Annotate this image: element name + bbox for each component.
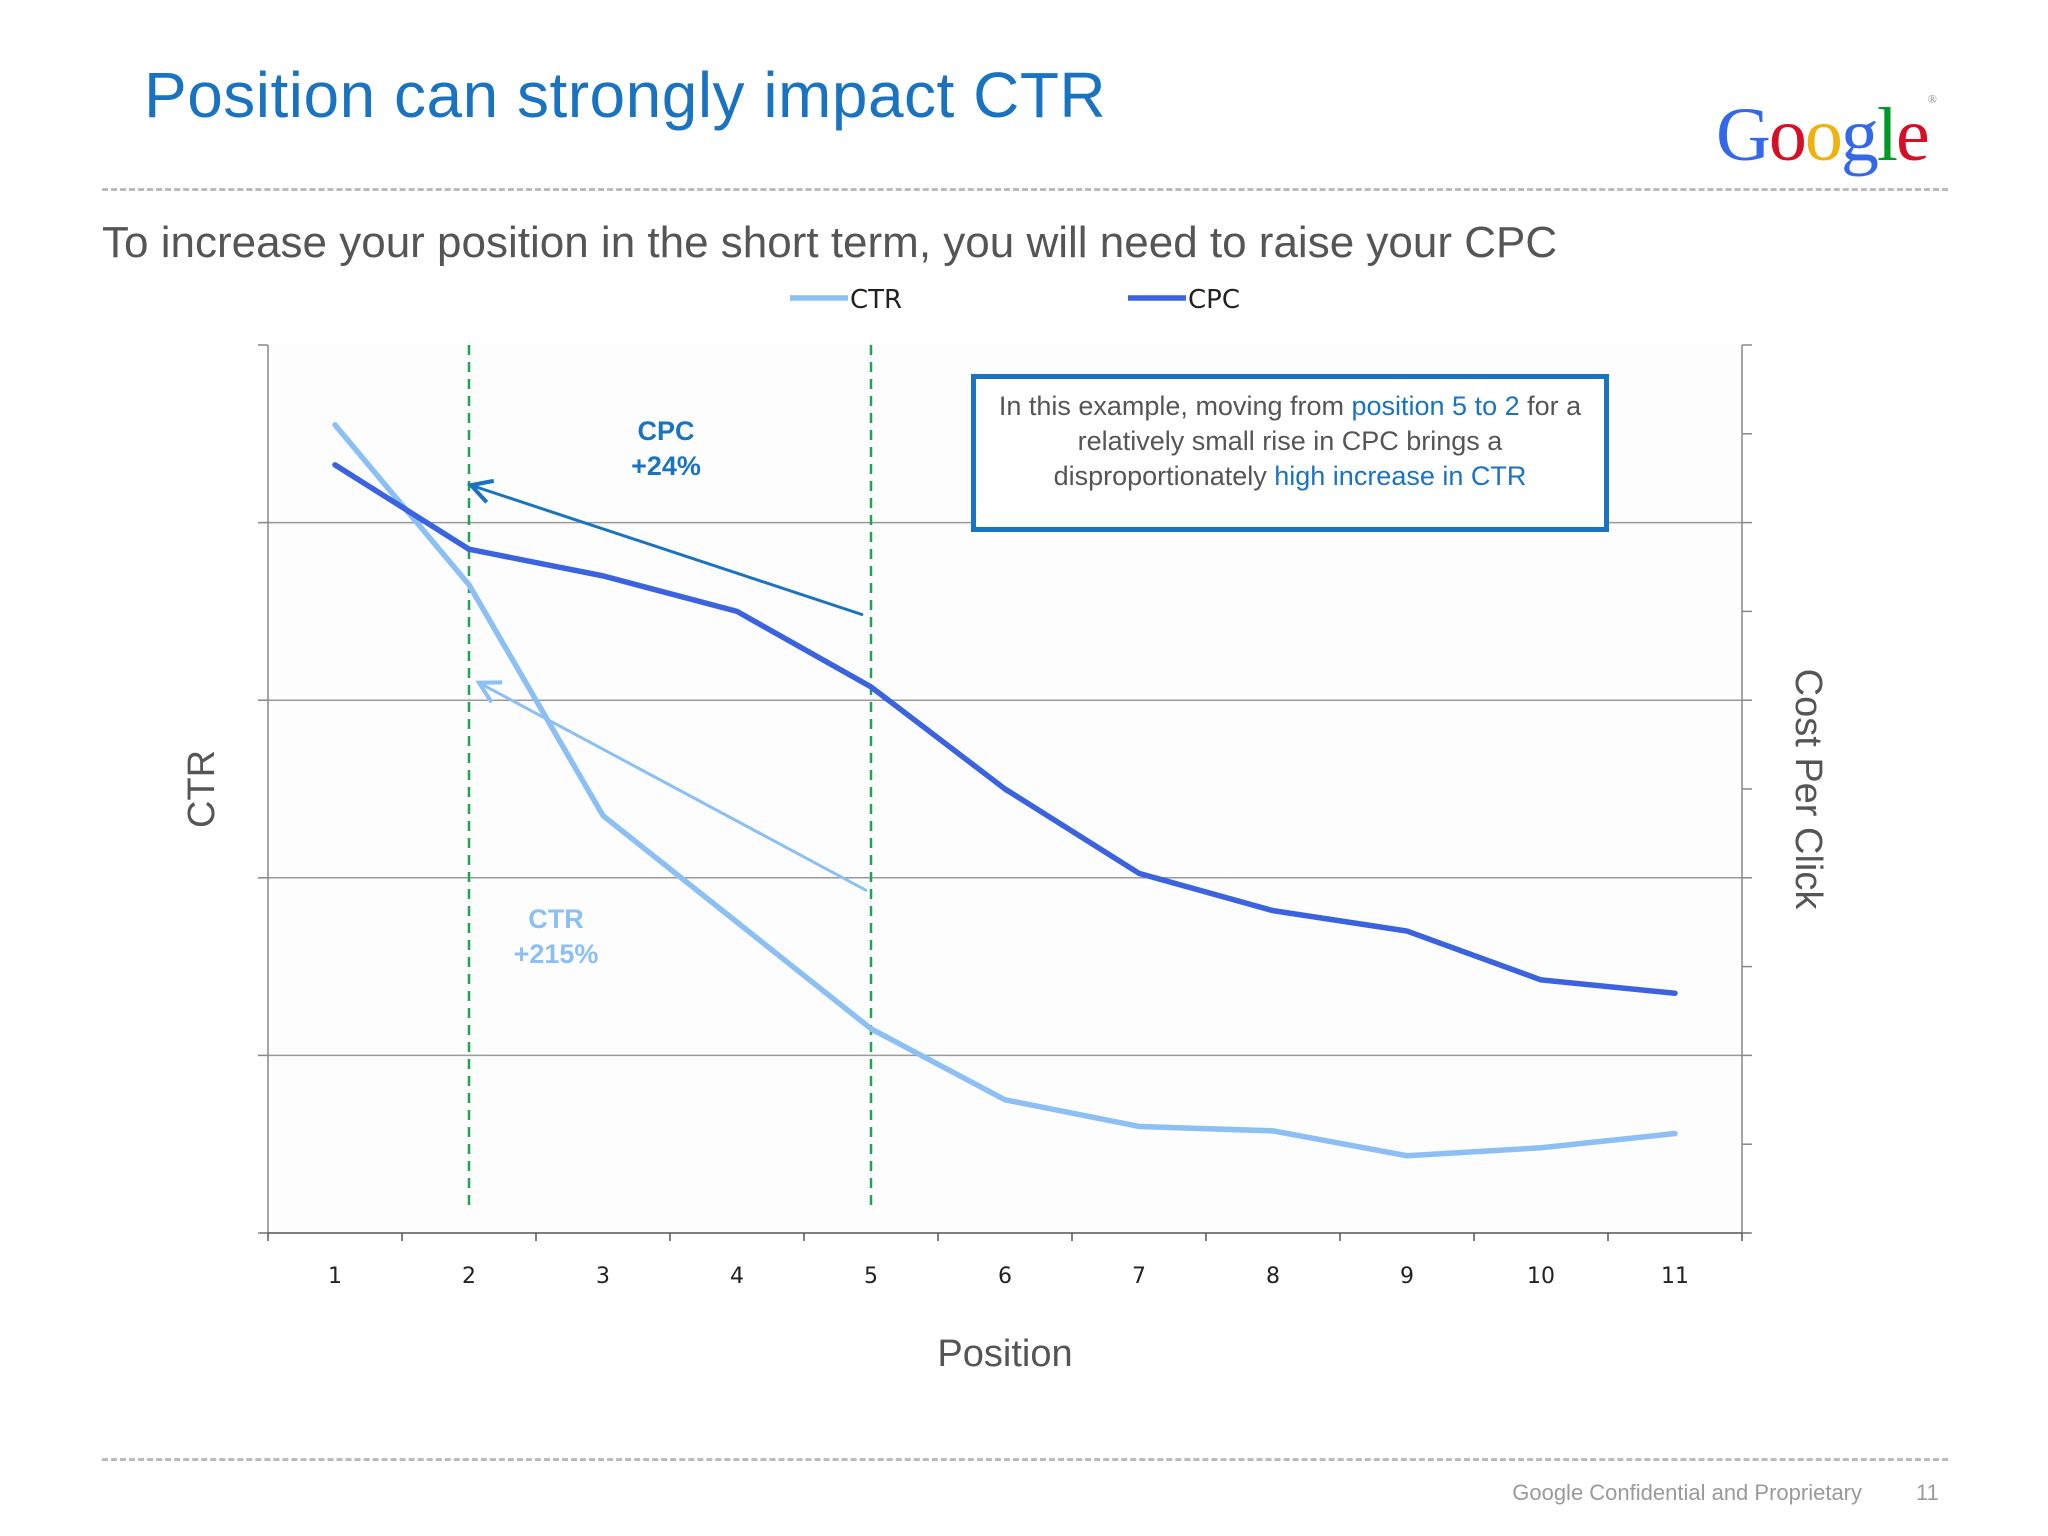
series-line-cpc bbox=[332, 462, 1678, 996]
cpc-change-arrow bbox=[467, 478, 864, 617]
annotation-ctr-value: +215% bbox=[514, 939, 599, 969]
slide-title: Position can strongly impact CTR bbox=[144, 59, 1107, 131]
logo-letter-1: o bbox=[1768, 93, 1807, 177]
callout-text-2: for a relatively small rise in CPC bring… bbox=[1053, 391, 1582, 491]
logo-letter-4: l bbox=[1876, 93, 1898, 177]
logo-letter-0: G bbox=[1716, 93, 1771, 177]
logo-letter-2: o bbox=[1804, 93, 1843, 177]
y-axis-title-right: Cost Per Click bbox=[1787, 669, 1829, 911]
legend-label-cpc: CPC bbox=[1188, 285, 1240, 315]
google-logo: Google® bbox=[1716, 92, 1937, 179]
annotation-cpc-value: +24% bbox=[631, 451, 701, 481]
x-tick-label: 11 bbox=[1661, 1264, 1689, 1289]
x-tick-label: 7 bbox=[1132, 1264, 1146, 1289]
annotation-cpc-title: CPC bbox=[637, 416, 694, 446]
x-tick-label: 1 bbox=[328, 1264, 342, 1289]
trademark-mark: ® bbox=[1927, 92, 1937, 106]
x-tick-label: 2 bbox=[462, 1264, 476, 1289]
x-tick-label: 3 bbox=[596, 1264, 610, 1289]
legend-label-ctr: CTR bbox=[850, 285, 902, 315]
x-axis-title: Position bbox=[937, 1333, 1072, 1375]
callout-highlight-ctr: high increase in CTR bbox=[1274, 461, 1527, 491]
page-number: 11 bbox=[1916, 1480, 1939, 1505]
x-tick-label: 5 bbox=[864, 1264, 878, 1289]
logo-letter-5: e bbox=[1896, 93, 1930, 177]
footer-confidential: Google Confidential and Proprietary bbox=[1512, 1480, 1862, 1505]
callout-box: In this example, moving from position 5 … bbox=[971, 374, 1609, 532]
ctr-change-arrow bbox=[475, 680, 868, 893]
annotation-ctr-title: CTR bbox=[528, 904, 584, 934]
logo-letter-3: g bbox=[1840, 93, 1879, 177]
slide-subtitle: To increase your position in the short t… bbox=[102, 218, 1558, 267]
x-tick-label: 4 bbox=[730, 1264, 744, 1289]
top-divider bbox=[102, 188, 1948, 191]
x-tick-label: 8 bbox=[1266, 1264, 1280, 1289]
callout-text-1: In this example, moving from bbox=[998, 391, 1352, 421]
x-tick-label: 9 bbox=[1400, 1264, 1414, 1289]
bottom-divider bbox=[102, 1458, 1948, 1461]
callout-highlight-position: position 5 to 2 bbox=[1351, 391, 1520, 421]
series-line-ctr bbox=[332, 422, 1678, 1159]
y-axis-title-left: CTR bbox=[181, 750, 223, 828]
x-tick-label: 6 bbox=[998, 1264, 1012, 1289]
x-tick-label: 10 bbox=[1527, 1264, 1555, 1289]
